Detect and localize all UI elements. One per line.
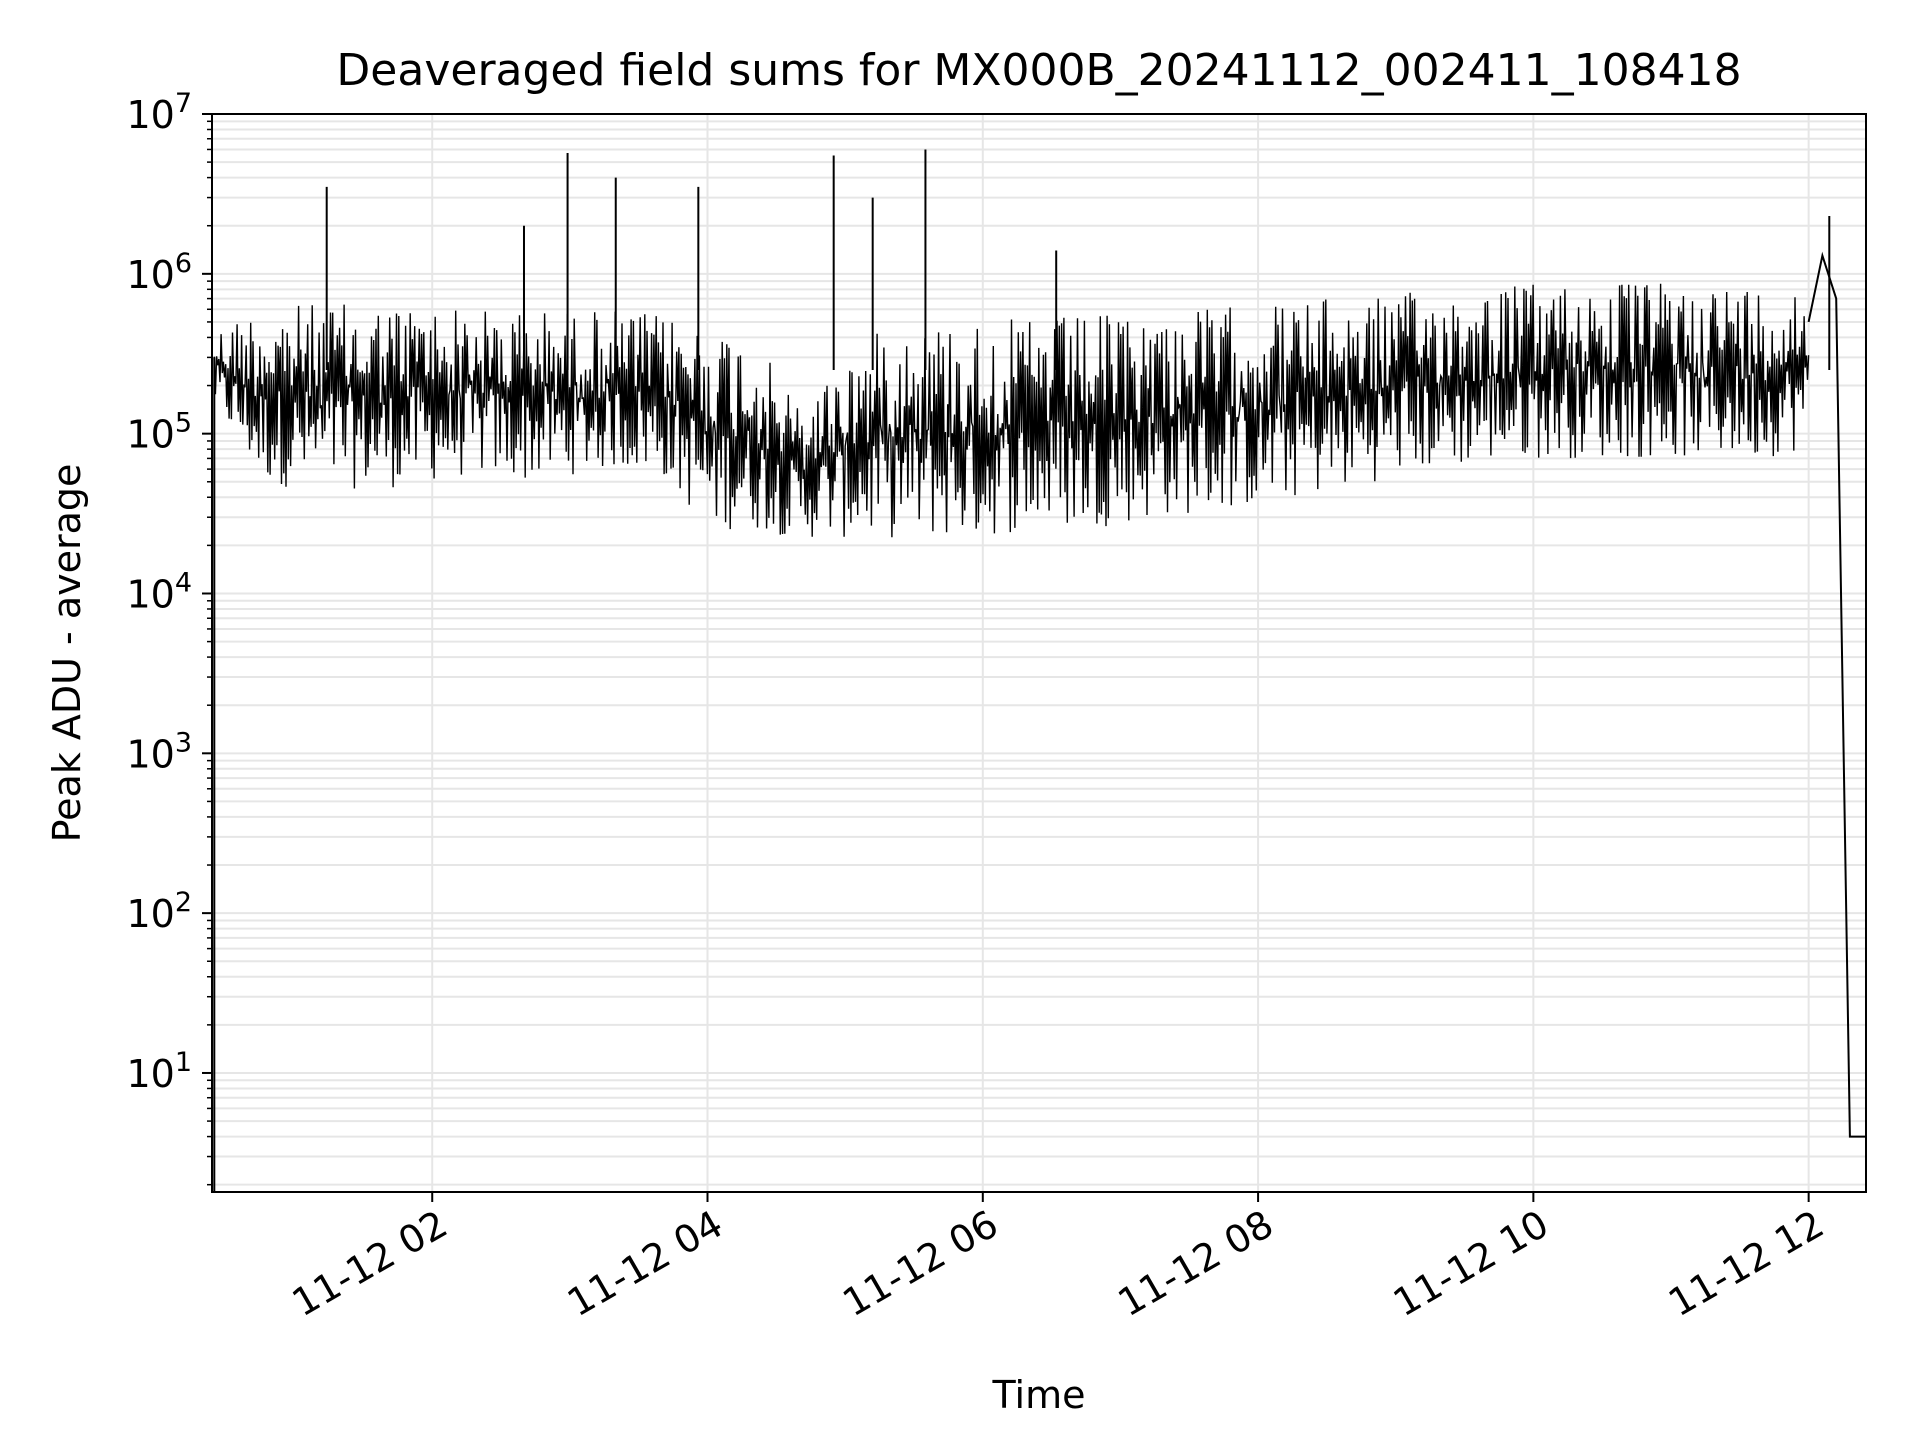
y-tick-label: 105 — [126, 408, 192, 457]
data-series — [213, 149, 1866, 1192]
grid — [212, 113, 1866, 1192]
data-line-band — [213, 283, 1810, 538]
chart-title: Deaveraged field sums for MX000B_2024111… — [336, 45, 1741, 96]
data-line-segment — [1807, 251, 1866, 1138]
x-axis-label: Time — [992, 1373, 1086, 1417]
y-tick-label: 101 — [126, 1047, 192, 1096]
y-tick-label: 107 — [126, 88, 192, 137]
plot-frame — [211, 113, 1867, 1193]
y-axis-label: Peak ADU - average — [45, 464, 89, 843]
y-tick-label: 102 — [126, 887, 192, 936]
y-tick-label: 104 — [126, 567, 192, 616]
y-tick-label: 103 — [126, 727, 192, 776]
y-tick-label: 106 — [126, 248, 192, 297]
